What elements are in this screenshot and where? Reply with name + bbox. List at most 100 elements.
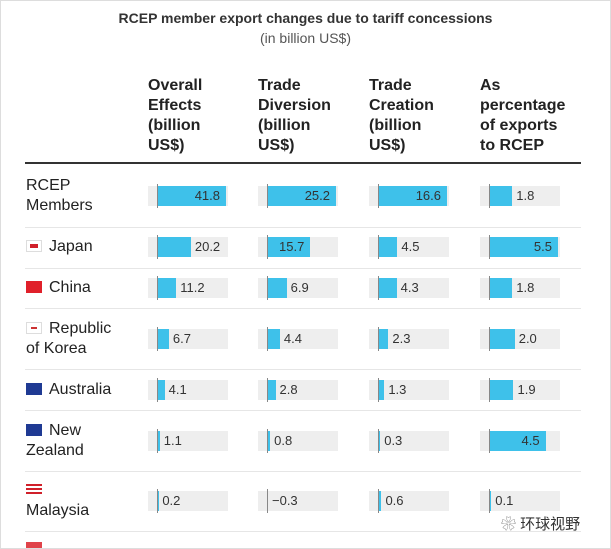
bar xyxy=(268,237,311,257)
watermark: ❀ 环球视野 xyxy=(501,516,581,533)
flag xyxy=(26,281,42,293)
bar-track xyxy=(480,491,560,511)
zero-line xyxy=(489,184,490,208)
bar-track xyxy=(258,491,338,511)
row-rule xyxy=(25,308,581,309)
zero-line xyxy=(157,276,158,300)
row-label: Malaysia xyxy=(26,502,90,519)
value-label: 15.7 xyxy=(279,239,305,254)
row-rule xyxy=(25,531,581,532)
subtitle: (in billion US$) xyxy=(259,30,352,46)
bar-track xyxy=(148,431,228,451)
zero-line xyxy=(489,429,490,453)
value-label: 0.6 xyxy=(385,493,404,508)
bar-track xyxy=(369,329,449,349)
zero-line xyxy=(267,235,268,259)
zero-line xyxy=(378,327,379,351)
value-label: 4.4 xyxy=(283,331,302,346)
value-label: 2.3 xyxy=(392,331,411,346)
bar xyxy=(379,186,447,206)
bar xyxy=(158,329,169,349)
bar xyxy=(158,431,160,451)
bar xyxy=(268,380,276,400)
bar xyxy=(490,431,546,451)
value-label: 6.7 xyxy=(172,331,191,346)
bar xyxy=(268,186,336,206)
bar-track xyxy=(148,491,228,511)
zero-line xyxy=(378,184,379,208)
column-header: Overall Effects (billion US$) xyxy=(148,77,203,154)
value-label: 0.2 xyxy=(162,493,181,508)
zero-line xyxy=(378,429,379,453)
bar-track xyxy=(369,431,449,451)
row-rule xyxy=(25,227,581,228)
zero-line xyxy=(378,489,379,513)
value-label: 1.8 xyxy=(516,280,535,295)
zero-line xyxy=(157,429,158,453)
zero-line xyxy=(378,378,379,402)
flag xyxy=(26,383,42,395)
bar xyxy=(268,431,271,451)
zero-line xyxy=(157,327,158,351)
zero-line xyxy=(157,489,158,513)
bar xyxy=(158,278,177,298)
row-rule xyxy=(25,268,581,269)
value-label: 41.8 xyxy=(194,188,220,203)
bar xyxy=(490,278,513,298)
bar xyxy=(268,278,287,298)
flag xyxy=(26,424,42,436)
bar xyxy=(379,278,397,298)
zero-line xyxy=(267,184,268,208)
row-rule xyxy=(25,369,581,370)
value-label: 4.5 xyxy=(521,433,540,448)
value-label: 1.3 xyxy=(388,382,407,397)
flag xyxy=(26,322,42,334)
row-rule xyxy=(25,410,581,411)
header-rule xyxy=(25,162,581,164)
bar-track xyxy=(369,380,449,400)
value-label: 25.2 xyxy=(304,188,330,203)
value-label: 4.1 xyxy=(168,382,187,397)
value-label: −0.3 xyxy=(272,493,298,508)
bar-track xyxy=(258,431,338,451)
bar xyxy=(158,380,165,400)
bar xyxy=(268,329,280,349)
value-label: 1.1 xyxy=(163,433,182,448)
value-label: 20.2 xyxy=(194,239,221,254)
zero-line xyxy=(157,235,158,259)
bar xyxy=(379,237,398,257)
value-label: 5.5 xyxy=(533,239,552,254)
value-label: 0.8 xyxy=(274,433,293,448)
zero-line xyxy=(378,276,379,300)
bar-track xyxy=(258,380,338,400)
zero-line xyxy=(489,327,490,351)
watermark-text: 环球视野 xyxy=(520,516,581,533)
flag xyxy=(26,484,42,496)
flag-cut xyxy=(26,542,42,548)
value-label: 0.3 xyxy=(384,433,403,448)
row-label: Republic of Korea xyxy=(26,320,112,357)
row-label: China xyxy=(49,279,91,296)
zero-line xyxy=(267,429,268,453)
row-label: Australia xyxy=(49,381,112,398)
row-label: Japan xyxy=(49,238,93,255)
zero-line xyxy=(267,327,268,351)
zero-line xyxy=(489,235,490,259)
value-label: 0.1 xyxy=(495,493,514,508)
bar xyxy=(490,491,492,511)
zero-line xyxy=(489,276,490,300)
bar xyxy=(379,380,385,400)
value-label: 11.2 xyxy=(180,280,205,295)
bar xyxy=(379,491,382,511)
value-label: 2.8 xyxy=(279,382,298,397)
column-header: As percentage of exports to RCEP xyxy=(480,77,566,154)
row-label: RCEP Members xyxy=(26,177,93,214)
value-label: 1.8 xyxy=(516,188,535,203)
value-label: 16.6 xyxy=(415,188,441,203)
zero-line xyxy=(267,378,268,402)
bar xyxy=(490,237,558,257)
flag xyxy=(26,240,42,252)
row-label: New Zealand xyxy=(26,422,84,459)
bar xyxy=(490,380,514,400)
